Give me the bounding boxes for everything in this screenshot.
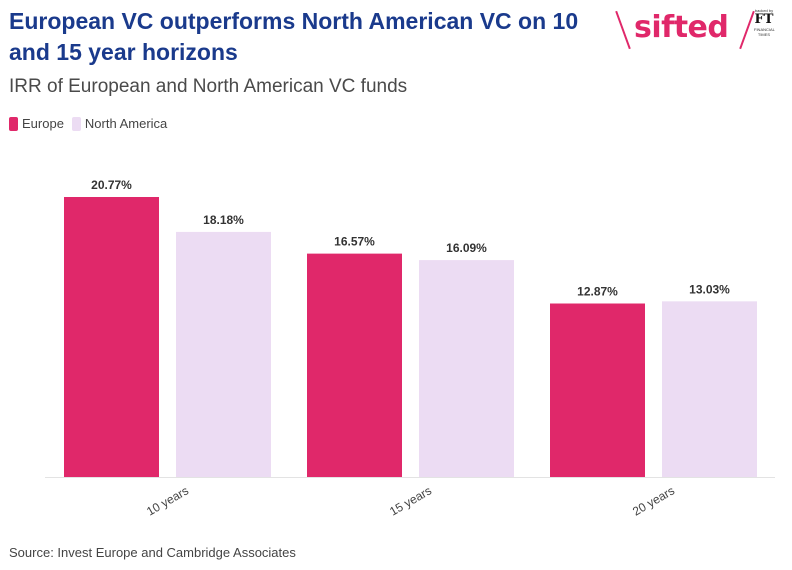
bar-north-america-3 [662,301,757,477]
ft-mark: FT [754,12,774,27]
x-tick-label-3: 20 years [630,483,677,518]
bar-europe-2 [307,253,402,477]
legend-swatch-europe [9,116,18,131]
bar-europe-1 [64,197,159,477]
legend-item-north-america: North America [71,116,168,131]
data-label-north-america-3: 13.03% [689,282,730,296]
ft-name: FINANCIAL TIMES [754,27,775,37]
legend-swatch-north-america [71,116,81,131]
chart-subtitle: IRR of European and North American VC fu… [9,76,408,97]
bar-north-america-1 [176,231,271,477]
chart-legend: Europe North America [9,116,175,131]
legend-item-europe: Europe [9,116,64,131]
x-tick-label-2: 15 years [387,483,434,518]
bar-north-america-2 [419,260,514,477]
sifted-ft-logo: sifted backed by FT FINANCIAL TIMES [615,8,790,52]
source-note: Source: Invest Europe and Cambridge Asso… [9,545,296,560]
chart-title: European VC outperforms North American V… [9,8,579,65]
ft-logo: backed by FT FINANCIAL TIMES [754,8,775,46]
legend-label-north-america: North America [84,116,168,131]
data-label-europe-3: 12.87% [577,284,618,298]
x-tick-label-1: 10 years [144,483,191,518]
legend-label-europe: Europe [22,116,64,131]
sifted-wordmark: sifted [634,10,729,45]
ft-backed-by: backed by [754,8,774,13]
data-label-north-america-2: 16.09% [446,241,487,255]
data-label-north-america-1: 18.18% [203,213,244,227]
data-label-europe-2: 16.57% [334,235,375,249]
data-label-europe-1: 20.77% [91,178,132,192]
bar-europe-3 [550,303,645,477]
